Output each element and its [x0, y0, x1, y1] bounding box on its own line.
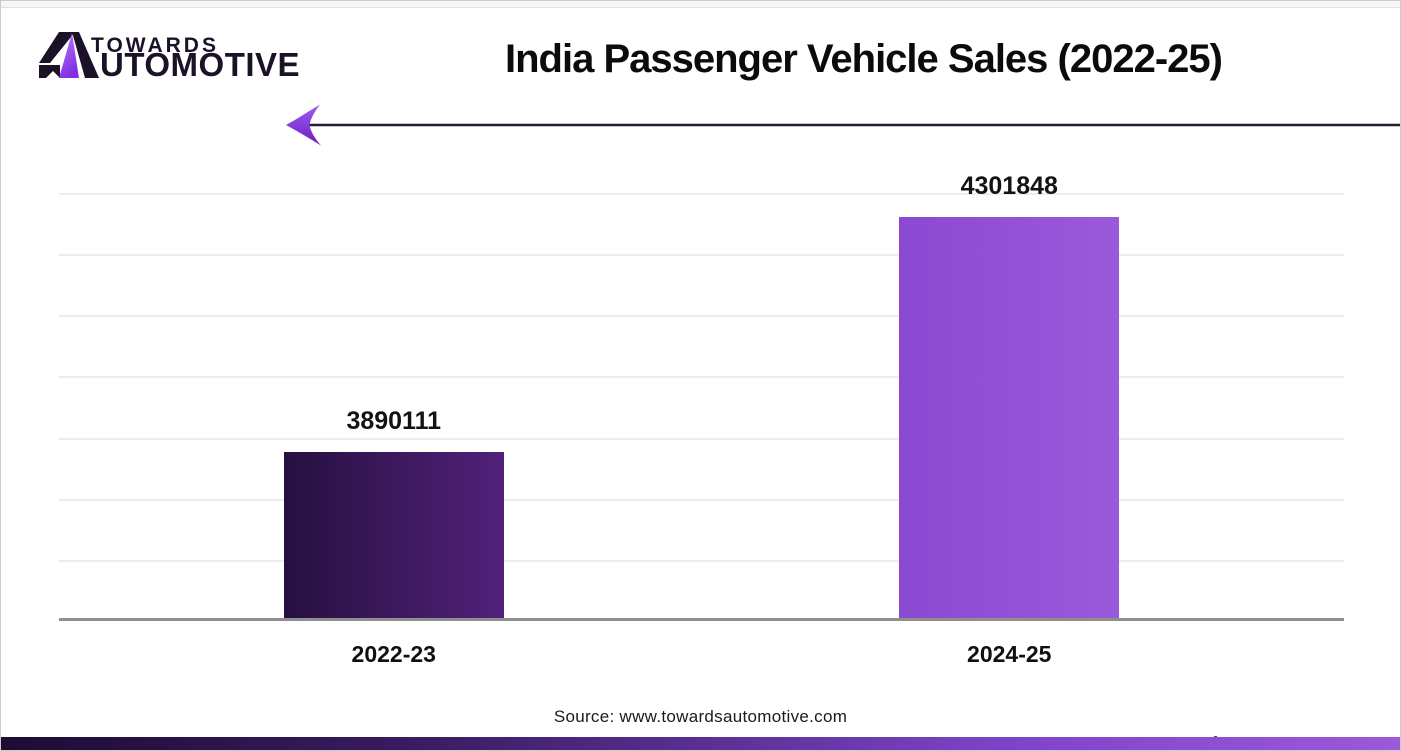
- gridline: [59, 193, 1344, 195]
- x-label-2022-23: 2022-23: [351, 641, 436, 667]
- gridline: [59, 315, 1344, 317]
- logo-text-automotive: UTOMOTIVE: [100, 46, 301, 83]
- source-text: Source: www.towardsautomotive.com: [553, 707, 848, 726]
- left-arrow-icon: [286, 104, 1400, 146]
- x-axis-labels: 2022-23 2024-25: [59, 643, 1344, 673]
- x-label-2024-25: 2024-25: [967, 641, 1052, 667]
- bar-2022-23: [283, 452, 504, 618]
- chart-title: India Passenger Vehicle Sales (2022-25): [505, 37, 1223, 81]
- value-label-2024-25: 4301848: [960, 172, 1058, 200]
- bar-2024-25: [899, 217, 1120, 618]
- plot-area: 3890111 4301848: [59, 174, 1344, 621]
- gridline: [59, 376, 1344, 378]
- top-edge-strip: [1, 1, 1400, 8]
- brand-logo: TOWARDS UTOMOTIVE: [38, 31, 301, 83]
- gridline: [59, 499, 1344, 501]
- gridline: [59, 438, 1344, 440]
- bottom-gradient-bar: [1, 737, 1400, 750]
- logo-text-towards: TOWARDS: [91, 34, 219, 57]
- value-label-2022-23: 3890111: [346, 407, 442, 435]
- gridline: [59, 560, 1344, 562]
- arrow-head: [286, 104, 321, 146]
- logo-a-glyph-icon: [39, 32, 99, 78]
- gridline: [59, 254, 1344, 256]
